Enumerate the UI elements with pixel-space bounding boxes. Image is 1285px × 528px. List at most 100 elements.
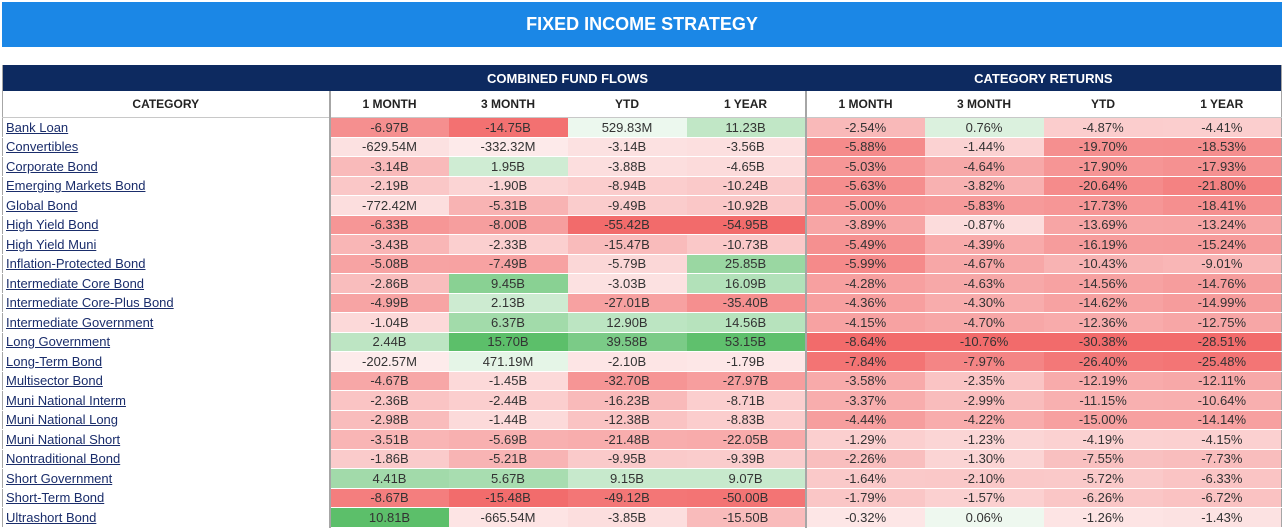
category-link[interactable]: Short-Term Bond bbox=[6, 490, 105, 506]
category-link[interactable]: Global Bond bbox=[6, 197, 78, 213]
returns-1m-cell: -4.36% bbox=[804, 293, 925, 313]
returns-1m-cell: -5.88% bbox=[804, 137, 925, 157]
flows-ytd-cell: -5.79B bbox=[567, 254, 687, 274]
flows-1m-cell: -772.42M bbox=[328, 195, 449, 216]
category-cell: Short Government bbox=[2, 468, 330, 489]
category-link[interactable]: Inflation-Protected Bond bbox=[6, 256, 146, 272]
returns-ytd-cell: -19.70% bbox=[1043, 137, 1163, 157]
returns-ytd-cell: -16.19% bbox=[1043, 234, 1163, 255]
category-link[interactable]: Multisector Bond bbox=[6, 373, 103, 389]
category-cell: Corporate Bond bbox=[2, 156, 330, 177]
flows-1y-cell: 53.15B bbox=[686, 332, 806, 352]
flows-3m-cell: -15.48B bbox=[448, 488, 568, 508]
flows-1m-cell: -2.86B bbox=[328, 273, 449, 294]
flows-1y-cell: -10.73B bbox=[686, 234, 806, 255]
category-link[interactable]: Intermediate Core Bond bbox=[6, 275, 145, 291]
returns-ytd-cell: -14.62% bbox=[1043, 293, 1163, 313]
category-link[interactable]: Bank Loan bbox=[6, 119, 69, 135]
fixed-income-table: COMBINED FUND FLOWS CATEGORY RETURNS CAT… bbox=[2, 65, 1283, 528]
returns-ytd-cell: -14.56% bbox=[1043, 273, 1163, 294]
flows-3m-cell: 471.19M bbox=[448, 351, 568, 372]
category-link[interactable]: Ultrashort Bond bbox=[6, 509, 97, 525]
flows-3m-cell: -14.75B bbox=[448, 117, 568, 138]
category-cell: Ultrashort Bond bbox=[2, 507, 330, 528]
flows-1m-cell: -202.57M bbox=[328, 351, 449, 372]
returns-3m-cell: -1.44% bbox=[924, 137, 1044, 157]
returns-1m-cell: -4.28% bbox=[804, 273, 925, 294]
returns-1y-cell: -25.48% bbox=[1162, 351, 1283, 372]
returns-ytd-cell: -5.72% bbox=[1043, 468, 1163, 489]
category-link[interactable]: Intermediate Government bbox=[6, 314, 154, 330]
returns-1m-cell: -5.00% bbox=[804, 195, 925, 216]
returns-ytd-cell: -1.26% bbox=[1043, 507, 1163, 528]
category-link[interactable]: Emerging Markets Bond bbox=[6, 178, 146, 194]
flows-3m-cell: 6.37B bbox=[448, 312, 568, 333]
returns-ytd-cell: -17.90% bbox=[1043, 156, 1163, 177]
category-link[interactable]: Intermediate Core-Plus Bond bbox=[6, 295, 174, 311]
flows-1y-cell: -54.95B bbox=[686, 215, 806, 235]
table-row: Inflation-Protected Bond -5.08B -7.49B -5.7… bbox=[2, 254, 1283, 274]
flows-1y-cell: -8.83B bbox=[686, 410, 806, 430]
returns-ytd-cell: -6.26% bbox=[1043, 488, 1163, 508]
returns-1y-cell: -4.15% bbox=[1162, 429, 1283, 450]
returns-ytd-cell: -15.00% bbox=[1043, 410, 1163, 430]
column-header-returns-3m: 3 MONTH bbox=[924, 91, 1044, 118]
returns-1y-cell: -6.72% bbox=[1162, 488, 1283, 508]
returns-ytd-cell: -17.73% bbox=[1043, 195, 1163, 216]
returns-1m-cell: -2.26% bbox=[804, 449, 925, 469]
flows-1m-cell: 10.81B bbox=[328, 507, 449, 528]
category-link[interactable]: High Yield Muni bbox=[6, 236, 97, 252]
category-cell: Intermediate Core Bond bbox=[2, 273, 330, 294]
category-cell: Inflation-Protected Bond bbox=[2, 254, 330, 274]
category-link[interactable]: Convertibles bbox=[6, 139, 79, 155]
table-row: Global Bond -772.42M -5.31B -9.49B -10.92B -5… bbox=[2, 195, 1283, 216]
category-link[interactable]: Long-Term Bond bbox=[6, 353, 103, 369]
flows-1m-cell: -6.33B bbox=[328, 215, 449, 235]
flows-1y-cell: -35.40B bbox=[686, 293, 806, 313]
category-link[interactable]: Corporate Bond bbox=[6, 158, 98, 174]
category-link[interactable]: Muni National Interm bbox=[6, 392, 126, 408]
category-cell: Convertibles bbox=[2, 137, 330, 157]
returns-ytd-cell: -13.69% bbox=[1043, 215, 1163, 235]
returns-1m-cell: -3.58% bbox=[804, 371, 925, 391]
data-table-frame: COMBINED FUND FLOWS CATEGORY RETURNS CAT… bbox=[2, 65, 1283, 528]
flows-1m-cell: -2.19B bbox=[328, 176, 449, 196]
returns-1m-cell: -2.54% bbox=[804, 117, 925, 138]
table-body: Bank Loan -6.97B -14.75B 529.83M 11.23B -2.54… bbox=[2, 117, 1283, 528]
flows-ytd-cell: -49.12B bbox=[567, 488, 687, 508]
flows-1y-cell: -10.92B bbox=[686, 195, 806, 216]
flows-3m-cell: 15.70B bbox=[448, 332, 568, 352]
flows-1y-cell: -22.05B bbox=[686, 429, 806, 450]
column-header-flows-1y: 1 YEAR bbox=[686, 91, 806, 118]
category-link[interactable]: Nontraditional Bond bbox=[6, 451, 121, 467]
flows-3m-cell: -1.44B bbox=[448, 410, 568, 430]
flows-1y-cell: -27.97B bbox=[686, 371, 806, 391]
flows-1y-cell: 16.09B bbox=[686, 273, 806, 294]
flows-3m-cell: -2.33B bbox=[448, 234, 568, 255]
returns-1y-cell: -15.24% bbox=[1162, 234, 1283, 255]
category-link[interactable]: Long Government bbox=[6, 334, 111, 350]
category-cell: Muni National Short bbox=[2, 429, 330, 450]
category-link[interactable]: Muni National Short bbox=[6, 431, 121, 447]
category-link[interactable]: High Yield Bond bbox=[6, 217, 99, 233]
category-link[interactable]: Muni National Long bbox=[6, 412, 119, 428]
returns-ytd-cell: -11.15% bbox=[1043, 390, 1163, 411]
flows-3m-cell: 1.95B bbox=[448, 156, 568, 177]
returns-3m-cell: -2.35% bbox=[924, 371, 1044, 391]
flows-ytd-cell: 39.58B bbox=[567, 332, 687, 352]
returns-ytd-cell: -7.55% bbox=[1043, 449, 1163, 469]
returns-1y-cell: -14.14% bbox=[1162, 410, 1283, 430]
flows-1y-cell: -4.65B bbox=[686, 156, 806, 177]
table-row: Intermediate Core Bond -2.86B 9.45B -3.03B 1… bbox=[2, 273, 1283, 294]
table-row: Bank Loan -6.97B -14.75B 529.83M 11.23B -2.54… bbox=[2, 117, 1283, 138]
column-header-returns-1y: 1 YEAR bbox=[1162, 91, 1283, 118]
category-cell: Long Government bbox=[2, 332, 330, 352]
category-cell: Multisector Bond bbox=[2, 371, 330, 391]
flows-ytd-cell: -16.23B bbox=[567, 390, 687, 411]
returns-1y-cell: -18.53% bbox=[1162, 137, 1283, 157]
flows-ytd-cell: -21.48B bbox=[567, 429, 687, 450]
category-link[interactable]: Short Government bbox=[6, 470, 113, 486]
table-row: High Yield Muni -3.43B -2.33B -15.47B -10.73… bbox=[2, 234, 1283, 255]
flows-ytd-cell: -9.95B bbox=[567, 449, 687, 469]
flows-ytd-cell: 529.83M bbox=[567, 117, 687, 138]
